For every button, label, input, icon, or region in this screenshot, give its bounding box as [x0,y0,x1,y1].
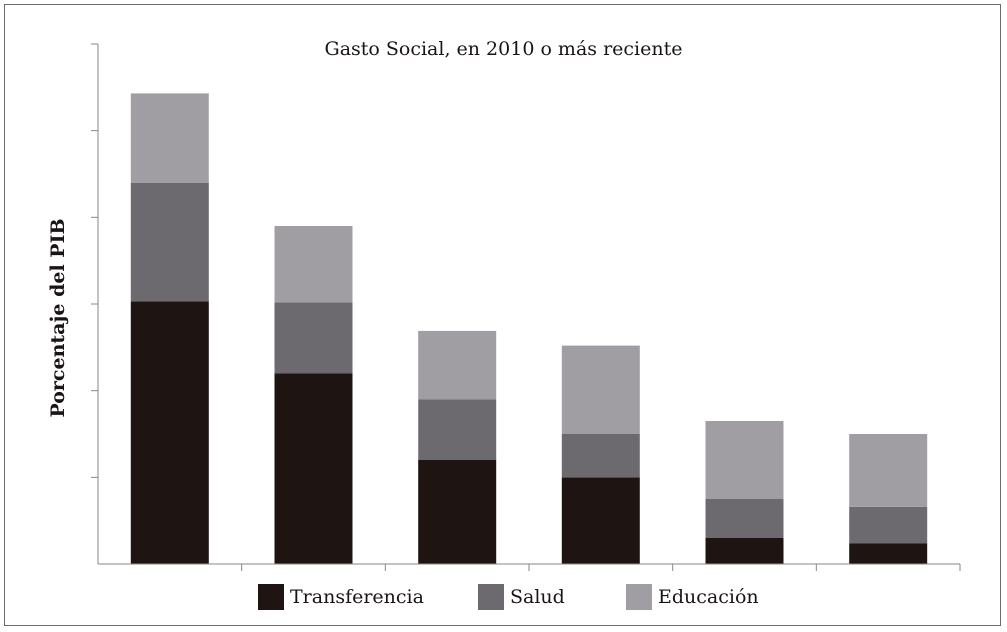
bar-transferencia-2 [274,373,353,564]
bar-transferencia-4 [561,477,640,564]
legend-item-educacion: Educación [626,584,759,610]
bar-transferencia-6 [849,543,928,564]
legend-swatch-educacion [626,584,652,610]
bar-salud-4 [561,434,640,478]
bar-educaci-n-6 [849,434,928,507]
bar-transferencia-3 [418,460,497,564]
legend-swatch-salud [478,584,504,610]
bar-educaci-n-2 [274,226,353,303]
legend-label-salud: Salud [510,586,565,608]
legend: Transferencia Salud Educación [0,584,1007,616]
bar-transferencia-5 [705,538,784,564]
legend-label-transferencia: Transferencia [290,586,424,608]
chart-title: Gasto Social, en 2010 o más reciente [324,38,683,60]
legend-item-salud: Salud [478,584,565,610]
bar-salud-3 [418,399,497,460]
bar-educaci-n-5 [705,421,784,499]
legend-swatch-transferencia [258,584,284,610]
bar-transferencia-1 [130,301,209,564]
bar-salud-2 [274,302,353,374]
bar-educaci-n-4 [561,345,640,434]
bar-educaci-n-1 [130,93,209,183]
bar-salud-1 [130,182,209,302]
bar-salud-5 [705,499,784,538]
bar-educaci-n-3 [418,330,497,400]
bar-salud-6 [849,506,928,544]
legend-item-transferencia: Transferencia [258,584,424,610]
legend-label-educacion: Educación [658,586,759,608]
